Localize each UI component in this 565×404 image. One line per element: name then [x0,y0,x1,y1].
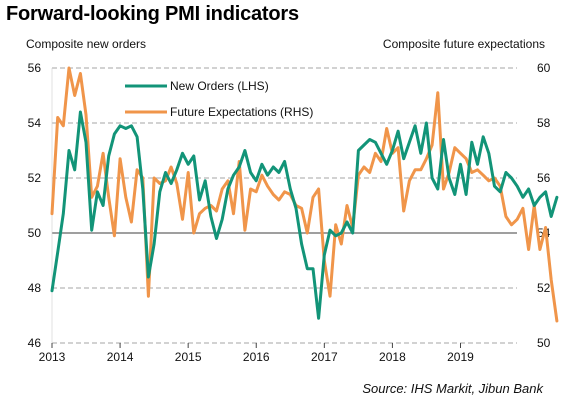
left-tick-label: 54 [28,116,42,130]
series-lines [50,66,559,323]
x-tick-label: 2018 [379,350,406,364]
right-tick-label: 60 [537,61,551,75]
x-tick-label: 2019 [447,350,474,364]
x-tick-label: 2014 [107,350,134,364]
chart-title: Forward-looking PMI indicators [6,3,299,25]
legend: New Orders (LHS) Future Expectations (RHS… [125,79,313,119]
x-tick-label: 2016 [243,350,270,364]
left-tick-label: 50 [28,226,42,240]
left-tick-label: 56 [28,61,42,75]
right-tick-label: 52 [537,281,551,295]
right-axis-title: Composite future expectations [382,37,545,51]
right-tick-label: 58 [537,116,551,130]
left-tick-label: 46 [28,336,42,350]
series-line-new-orders [50,110,559,320]
series-line-future-expectations [50,66,559,323]
right-tick-label: 50 [537,336,551,350]
legend-label-future-expectations: Future Expectations (RHS) [170,105,313,119]
x-tick-label: 2015 [175,350,202,364]
right-tick-label: 56 [537,171,551,185]
source-note: Source: IHS Markit, Jibun Bank [362,381,543,396]
legend-label-new-orders: New Orders (LHS) [170,79,269,93]
left-axis-title: Composite new orders [26,37,147,51]
x-tick-label: 2017 [311,350,338,364]
left-tick-label: 48 [28,281,42,295]
x-tick-label: 2013 [39,350,66,364]
left-tick-label: 52 [28,171,42,185]
